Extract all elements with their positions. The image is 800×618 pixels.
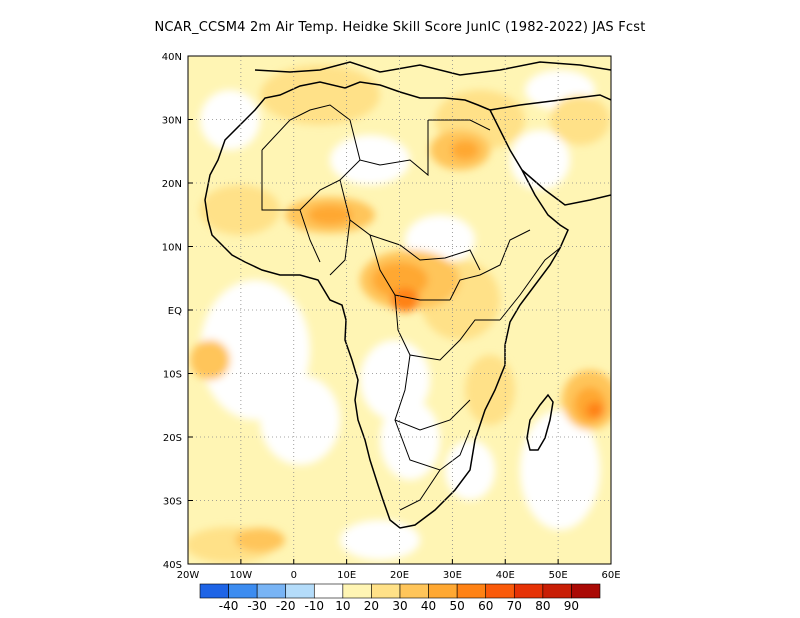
- colorbar-swatch: [199, 583, 229, 599]
- y-tick-label: 10N: [162, 243, 182, 254]
- x-tick-label: 0: [291, 570, 297, 581]
- colorbar-label: 70: [507, 599, 522, 613]
- x-tick-label: 10W: [230, 570, 253, 581]
- coastlines: [204, 61, 611, 529]
- colorbar-label: 30: [392, 599, 407, 613]
- colorbar-label: -40: [219, 599, 239, 613]
- y-tick-label: 10S: [163, 370, 182, 381]
- y-tick-label: 20N: [162, 179, 182, 190]
- colorbar-label: 40: [421, 599, 436, 613]
- colorbar-label: 20: [364, 599, 379, 613]
- x-axis: 20W 10W 0 10E 20E 30E 40E 50E 60E: [177, 559, 621, 581]
- y-tick-label: 40N: [162, 52, 182, 63]
- x-tick-label: 30E: [443, 570, 462, 581]
- colorbar-swatch: [513, 583, 544, 599]
- colorbar-swatch: [313, 583, 344, 599]
- x-tick-label: 20E: [390, 570, 409, 581]
- y-tick-label: 20S: [163, 433, 182, 444]
- chart-title: NCAR_CCSM4 2m Air Temp. Heidke Skill Sco…: [154, 20, 646, 35]
- country-borders: [261, 104, 561, 511]
- colorbar-label: -30: [247, 599, 267, 613]
- colorbar: -40 -30 -20 -10 10 20 30 40 50 60 70 80 90: [199, 583, 601, 613]
- colorbar-label: 10: [335, 599, 350, 613]
- colorbar-swatch: [456, 583, 487, 599]
- colorbar-label: 90: [564, 599, 579, 613]
- y-tick-label: EQ: [168, 306, 182, 317]
- x-tick-label: 50E: [549, 570, 568, 581]
- y-tick-label: 30S: [163, 497, 182, 508]
- x-tick-label: 40E: [496, 570, 515, 581]
- y-tick-label: 40S: [163, 560, 182, 571]
- colorbar-swatch: [228, 583, 258, 599]
- colorbar-label: 50: [450, 599, 465, 613]
- colorbar-swatch: [485, 583, 515, 599]
- y-axis: 40N 30N 20N 10N EQ 10S 20S 30S 40S: [162, 52, 193, 571]
- x-tick-label: 60E: [601, 570, 620, 581]
- colorbar-swatch: [399, 583, 429, 599]
- x-tick-label: 20W: [177, 570, 200, 581]
- x-tick-label: 10E: [337, 570, 356, 581]
- colorbar-label: 80: [535, 599, 550, 613]
- y-tick-label: 30N: [162, 116, 182, 127]
- colorbar-swatch: [542, 583, 572, 599]
- colorbar-swatch: [371, 583, 401, 599]
- colorbar-label: -20: [276, 599, 296, 613]
- colorbar-swatch: [428, 583, 458, 599]
- skill-score-field: [188, 56, 611, 564]
- colorbar-swatch: [285, 583, 315, 599]
- colorbar-swatch: [256, 583, 287, 599]
- colorbar-swatch: [571, 583, 601, 599]
- colorbar-label: 60: [478, 599, 493, 613]
- colorbar-label: -10: [304, 599, 324, 613]
- gridlines: [188, 56, 611, 564]
- colorbar-swatch: [342, 583, 372, 599]
